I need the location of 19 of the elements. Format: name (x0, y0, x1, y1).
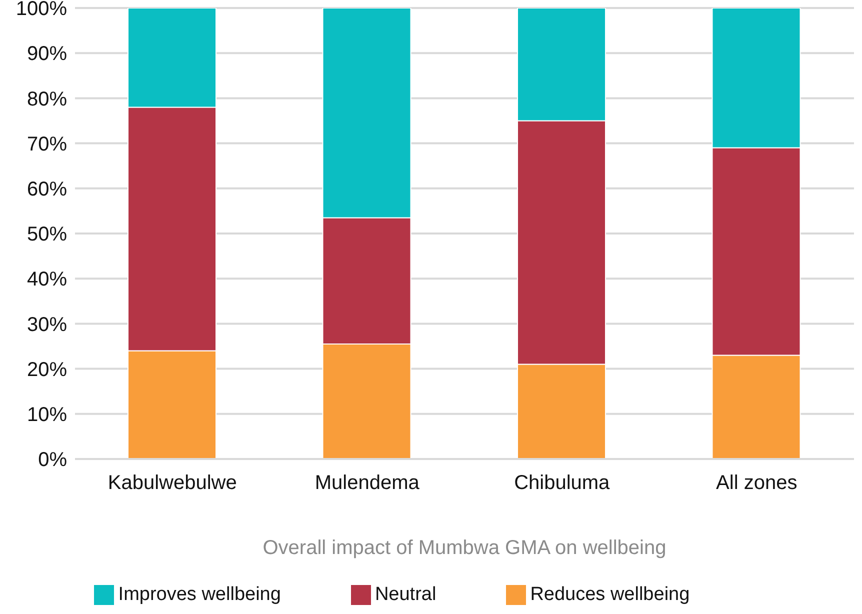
x-tick-label: Mulendema (314, 472, 420, 494)
y-tick-label: 100% (16, 0, 68, 20)
legend-label: Reduces wellbeing (530, 584, 690, 605)
y-tick-label: 70% (26, 133, 68, 156)
y-tick-label: 40% (26, 268, 68, 291)
x-tick-label: Chibuluma (514, 472, 611, 494)
legend-label: Improves wellbeing (118, 584, 281, 605)
y-tick-label: 30% (26, 314, 68, 336)
y-tick-label: 60% (26, 178, 68, 200)
x-tick-label: All zones (716, 472, 798, 494)
y-tick-label: 90% (26, 43, 68, 66)
y-tick-label: 20% (26, 358, 68, 381)
y-tick-label: 80% (26, 88, 68, 110)
y-tick-label: 10% (26, 404, 68, 426)
y-tick-label: 50% (26, 224, 68, 246)
legend-label: Neutral (374, 584, 436, 605)
y-tick-label: 0% (38, 449, 68, 472)
x-tick-label: Kabulwebulwe (108, 472, 237, 494)
x-axis-title: Overall impact of Mumbwa GMA on wellbeing (262, 537, 666, 559)
